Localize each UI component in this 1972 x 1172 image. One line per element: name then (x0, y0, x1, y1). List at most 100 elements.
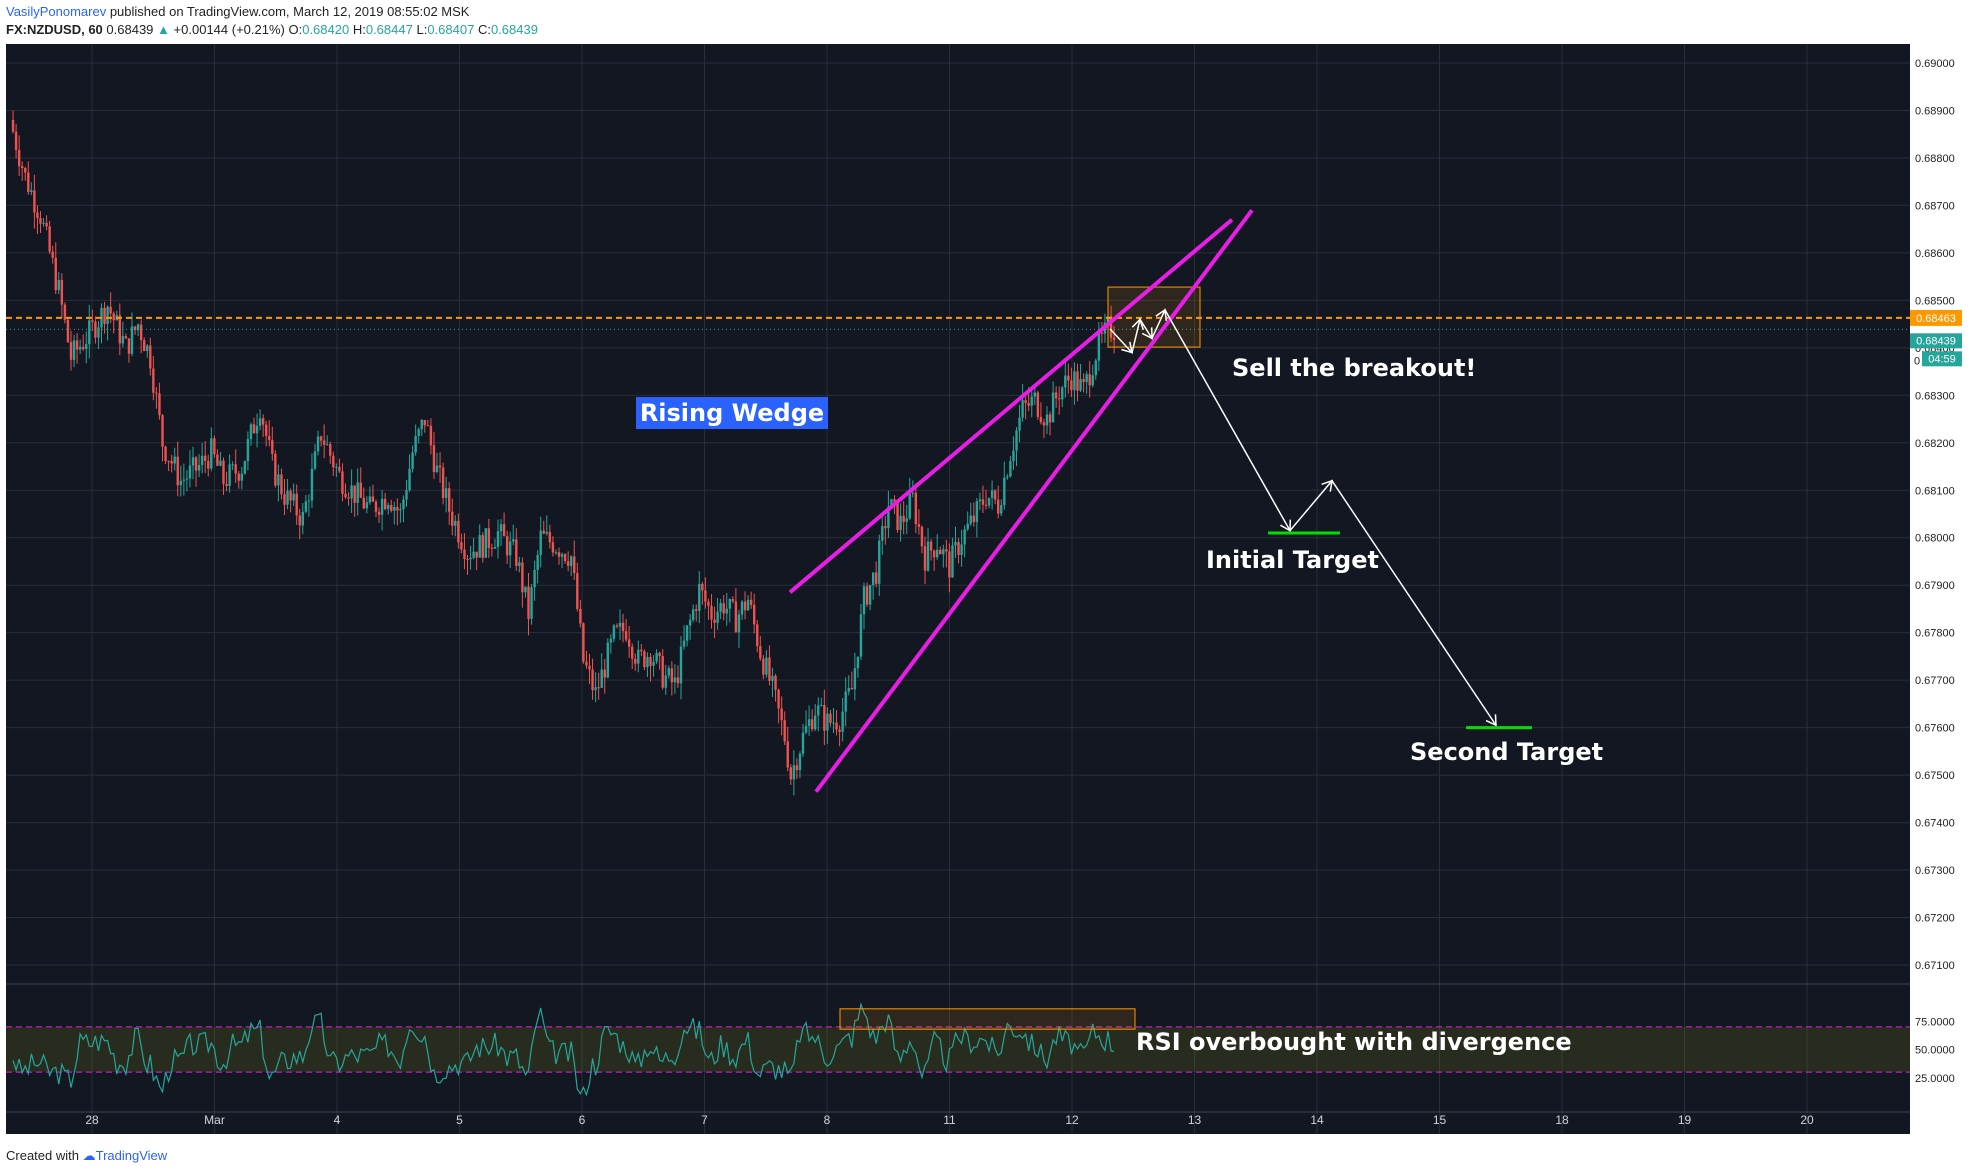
author-link[interactable]: VasilyPonomarev (6, 4, 107, 19)
candle-body (301, 511, 304, 526)
candle-body (222, 460, 225, 484)
date-tick-label: 11 (943, 1113, 956, 1127)
tradingview-logo-icon: ☁ (82, 1148, 96, 1163)
candle-body (972, 515, 975, 523)
candle-body (204, 455, 207, 461)
candle-body (621, 622, 625, 632)
candle-body (332, 455, 335, 468)
open-value: 0.68420 (302, 22, 350, 37)
candle-body (1051, 392, 1055, 423)
candle-body (835, 722, 838, 730)
candle-body (457, 520, 460, 543)
price-tick-label: 0.69000 (1915, 58, 1955, 70)
candle-body (539, 530, 542, 555)
candle-body (582, 623, 585, 662)
candle-body (390, 505, 393, 511)
candle-body (75, 340, 79, 350)
candle-body (1097, 332, 1101, 361)
candle-body (191, 457, 195, 466)
candle-body (637, 649, 640, 664)
tradingview-link[interactable]: TradingView (95, 1148, 168, 1163)
candle-body (143, 340, 146, 352)
candle-body (701, 584, 704, 591)
close-label: C: (477, 22, 491, 37)
candle-body (405, 490, 408, 500)
candle-body (722, 603, 725, 614)
candle-body (975, 501, 979, 523)
candle-body (243, 461, 247, 474)
candle-body (557, 552, 561, 557)
candle-body (194, 457, 198, 471)
candle-body (509, 541, 512, 556)
ohlc-legend: FX:NZDUSD, 60 0.68439 ▲ +0.00144 (+0.21%… (6, 22, 538, 37)
candle-body (847, 688, 850, 692)
candle-body (426, 425, 430, 427)
candle-body (481, 535, 484, 558)
candles (11, 110, 1116, 796)
candle-body (945, 549, 948, 552)
candle-body (1027, 402, 1030, 406)
candle-body (969, 515, 972, 524)
candle-body (1042, 422, 1046, 426)
candle-body (179, 480, 182, 486)
candle-body (911, 492, 914, 494)
candle-body (496, 531, 500, 547)
candle-body (512, 539, 515, 542)
candle-body (1024, 400, 1027, 403)
pattern-label: Rising Wedge (640, 399, 824, 427)
price-tick-label: 0.68200 (1915, 438, 1955, 450)
price-chart[interactable]: 0.69000 0.68900 0.68800 0.68700 0.68600 0.685… (0, 42, 1972, 1142)
candle-body (731, 599, 735, 602)
price-tick-label: 0.67600 (1915, 723, 1955, 735)
candle-body (69, 342, 73, 360)
candle-body (728, 599, 731, 609)
candle-body (268, 435, 271, 441)
price-tick-label: 0.67200 (1915, 913, 1955, 925)
candle-body (698, 584, 701, 611)
candle-body (533, 569, 536, 588)
candle-body (396, 506, 399, 511)
candle-body (380, 498, 384, 515)
level-price-tag-text: 0.68463 (1916, 313, 1956, 325)
candle-body (829, 713, 832, 723)
candle-body (185, 478, 189, 480)
candle-body (414, 435, 417, 453)
candle-body (286, 490, 289, 505)
candle-body (66, 319, 70, 343)
candle-body (612, 625, 616, 639)
candle-body (978, 499, 982, 502)
candle-body (460, 542, 463, 550)
candle-body (606, 642, 609, 678)
candle-body (948, 551, 951, 578)
candle-body (542, 530, 545, 534)
candle-body (277, 474, 280, 486)
candle-body (118, 315, 121, 344)
price-tick-label: 0.67800 (1915, 628, 1955, 640)
candle-body (765, 657, 768, 675)
candle-body (560, 554, 564, 557)
candle-body (576, 573, 579, 609)
date-tick-label: 18 (1555, 1113, 1569, 1127)
candle-body (762, 658, 765, 675)
candle-body (265, 424, 268, 436)
candle-body (814, 715, 817, 730)
candle-body (936, 549, 939, 558)
candle-body (786, 741, 789, 768)
annotation-labels: Rising Wedge Sell the breakout! Initial Ta… (636, 354, 1603, 1056)
candle-body (670, 668, 674, 683)
candle-body (838, 729, 841, 732)
candle-body (984, 504, 988, 506)
candle-body (27, 172, 30, 193)
projected-path-arrow (1109, 308, 1497, 726)
candle-body (237, 473, 240, 481)
candle-body (347, 497, 350, 499)
candle-body (960, 544, 963, 556)
candle-body (274, 453, 277, 486)
candle-body (213, 438, 216, 455)
candle-body (54, 257, 57, 291)
candle-body (1033, 392, 1036, 397)
candle-body (777, 689, 780, 709)
symbol-label: FX:NZDUSD, 60 (6, 22, 103, 37)
candle-body (283, 494, 286, 505)
candle-body (164, 446, 167, 461)
